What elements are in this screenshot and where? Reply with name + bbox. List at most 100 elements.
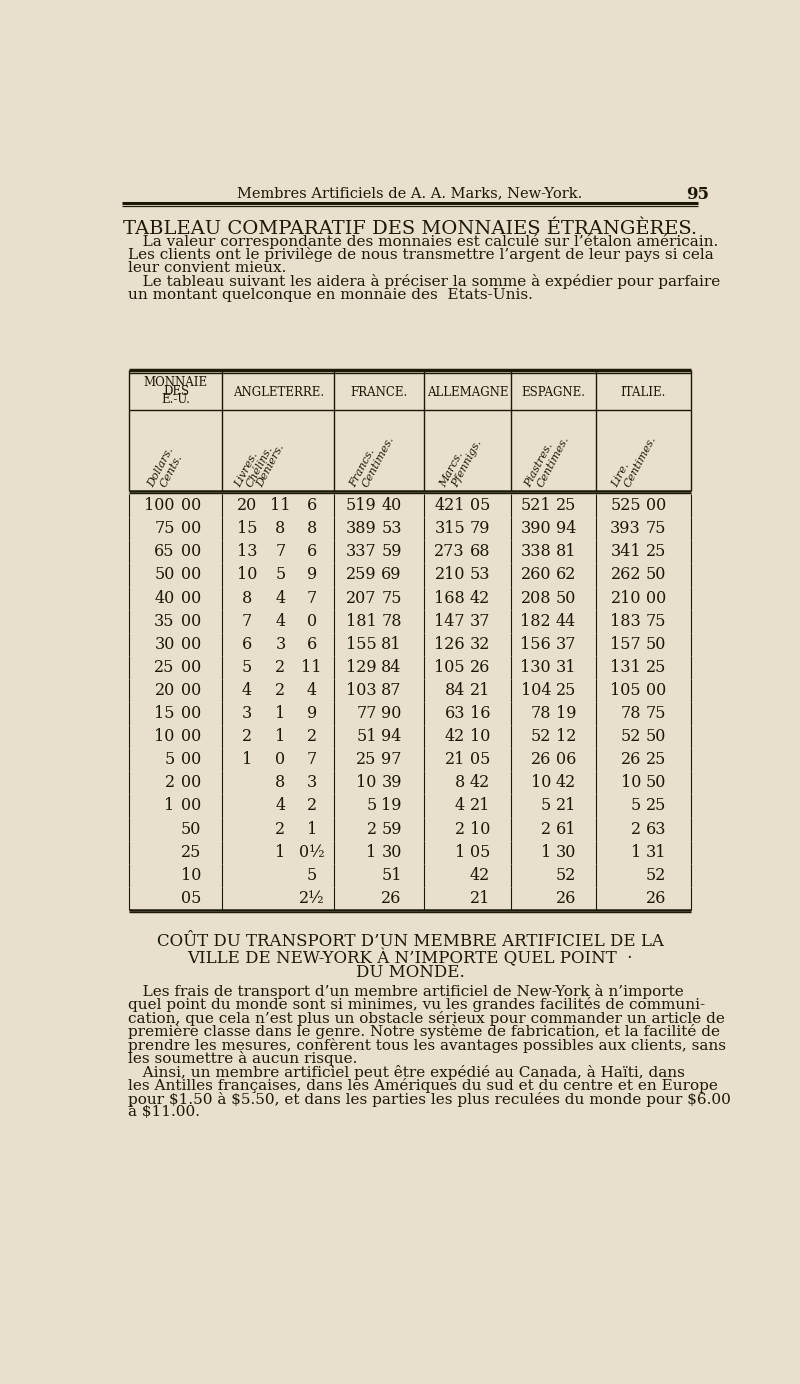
Text: à $11.00.: à $11.00. xyxy=(128,1104,200,1120)
Text: les soumettre à aucun risque.: les soumettre à aucun risque. xyxy=(128,1052,358,1066)
Text: 75: 75 xyxy=(646,520,666,537)
Text: 2: 2 xyxy=(306,797,317,814)
Text: 65: 65 xyxy=(154,544,174,561)
Text: les Antilles françaises, dans les Amériques du sud et du centre et en Europe: les Antilles françaises, dans les Amériq… xyxy=(128,1078,718,1093)
Text: 11: 11 xyxy=(270,497,290,513)
Text: 00: 00 xyxy=(181,704,201,722)
Text: 30: 30 xyxy=(154,635,174,653)
Text: 155: 155 xyxy=(346,635,377,653)
Text: Pfennigs.: Pfennigs. xyxy=(450,437,484,489)
Text: 31: 31 xyxy=(556,659,576,675)
Text: 7: 7 xyxy=(306,752,317,768)
Text: 521: 521 xyxy=(521,497,551,513)
Text: 50: 50 xyxy=(646,635,666,653)
Text: 525: 525 xyxy=(610,497,641,513)
Text: 00: 00 xyxy=(181,520,201,537)
Text: Centimes.: Centimes. xyxy=(535,435,571,489)
Text: 126: 126 xyxy=(434,635,465,653)
Text: 2: 2 xyxy=(275,659,286,675)
Text: 75: 75 xyxy=(382,590,402,606)
Text: 90: 90 xyxy=(382,704,402,722)
Text: 7: 7 xyxy=(306,590,317,606)
Text: 7: 7 xyxy=(242,613,252,630)
Text: 59: 59 xyxy=(382,821,402,837)
Text: 519: 519 xyxy=(346,497,377,513)
Text: ITALIE.: ITALIE. xyxy=(621,386,666,399)
Text: 00: 00 xyxy=(181,544,201,561)
Text: 341: 341 xyxy=(610,544,641,561)
Text: 1: 1 xyxy=(630,844,641,861)
Text: 63: 63 xyxy=(445,704,465,722)
Text: Livres.: Livres. xyxy=(234,450,260,489)
Text: 16: 16 xyxy=(470,704,490,722)
Text: Francs.: Francs. xyxy=(348,447,377,489)
Text: 103: 103 xyxy=(346,682,377,699)
Text: 63: 63 xyxy=(646,821,666,837)
Text: 4: 4 xyxy=(275,797,286,814)
Text: 1: 1 xyxy=(454,844,465,861)
Text: 25: 25 xyxy=(646,544,666,561)
Text: leur convient mieux.: leur convient mieux. xyxy=(128,260,286,275)
Text: 0½: 0½ xyxy=(299,844,325,861)
Text: 105: 105 xyxy=(434,659,465,675)
Text: 68: 68 xyxy=(470,544,490,561)
Text: 52: 52 xyxy=(646,866,666,884)
Text: 20: 20 xyxy=(237,497,257,513)
Text: 50: 50 xyxy=(181,821,202,837)
Text: 1: 1 xyxy=(242,752,252,768)
Text: ESPAGNE.: ESPAGNE. xyxy=(522,386,586,399)
Text: 69: 69 xyxy=(382,566,402,584)
Text: 42: 42 xyxy=(445,728,465,745)
Text: 2: 2 xyxy=(455,821,465,837)
Text: 21: 21 xyxy=(470,797,490,814)
Text: DU MONDE.: DU MONDE. xyxy=(356,963,464,981)
Text: 00: 00 xyxy=(646,682,666,699)
Text: 81: 81 xyxy=(556,544,576,561)
Text: 78: 78 xyxy=(530,704,551,722)
Text: 4: 4 xyxy=(275,613,286,630)
Text: 182: 182 xyxy=(521,613,551,630)
Text: Lire.: Lire. xyxy=(610,461,631,489)
Text: 61: 61 xyxy=(556,821,576,837)
Text: 50: 50 xyxy=(646,566,666,584)
Text: 62: 62 xyxy=(556,566,576,584)
Text: 10: 10 xyxy=(621,775,641,792)
Text: 181: 181 xyxy=(346,613,377,630)
Text: 35: 35 xyxy=(154,613,174,630)
Text: 21: 21 xyxy=(445,752,465,768)
Text: 2: 2 xyxy=(275,682,286,699)
Text: 5: 5 xyxy=(541,797,551,814)
Text: 157: 157 xyxy=(610,635,641,653)
Text: 10: 10 xyxy=(470,821,490,837)
Text: 5: 5 xyxy=(165,752,174,768)
Text: 2: 2 xyxy=(366,821,377,837)
Text: 1: 1 xyxy=(366,844,377,861)
Text: 1: 1 xyxy=(275,728,286,745)
Text: 12: 12 xyxy=(556,728,576,745)
Text: 39: 39 xyxy=(382,775,402,792)
Text: Centimes.: Centimes. xyxy=(622,435,658,489)
Text: 8: 8 xyxy=(242,590,252,606)
Text: 156: 156 xyxy=(520,635,551,653)
Text: 26: 26 xyxy=(530,752,551,768)
Text: 10: 10 xyxy=(530,775,551,792)
Text: 40: 40 xyxy=(382,497,402,513)
Text: quel point du monde sont si minimes, vu les grandes facilités de communi-: quel point du monde sont si minimes, vu … xyxy=(128,998,705,1012)
Text: 393: 393 xyxy=(610,520,641,537)
Text: 53: 53 xyxy=(470,566,490,584)
Text: 21: 21 xyxy=(470,890,490,907)
Text: Dollars.: Dollars. xyxy=(146,446,176,489)
Text: 75: 75 xyxy=(646,704,666,722)
Text: 81: 81 xyxy=(382,635,402,653)
Text: 25: 25 xyxy=(356,752,377,768)
Text: 25: 25 xyxy=(556,497,576,513)
Text: 147: 147 xyxy=(434,613,465,630)
Text: ALLEMAGNE: ALLEMAGNE xyxy=(426,386,508,399)
Text: 00: 00 xyxy=(181,752,201,768)
Text: un montant quelconque en monnaie des  Etats-Unis.: un montant quelconque en monnaie des Eta… xyxy=(128,288,533,302)
Text: 42: 42 xyxy=(556,775,576,792)
Text: 5: 5 xyxy=(366,797,377,814)
Text: 2: 2 xyxy=(306,728,317,745)
Text: 25: 25 xyxy=(154,659,174,675)
Text: 25: 25 xyxy=(556,682,576,699)
